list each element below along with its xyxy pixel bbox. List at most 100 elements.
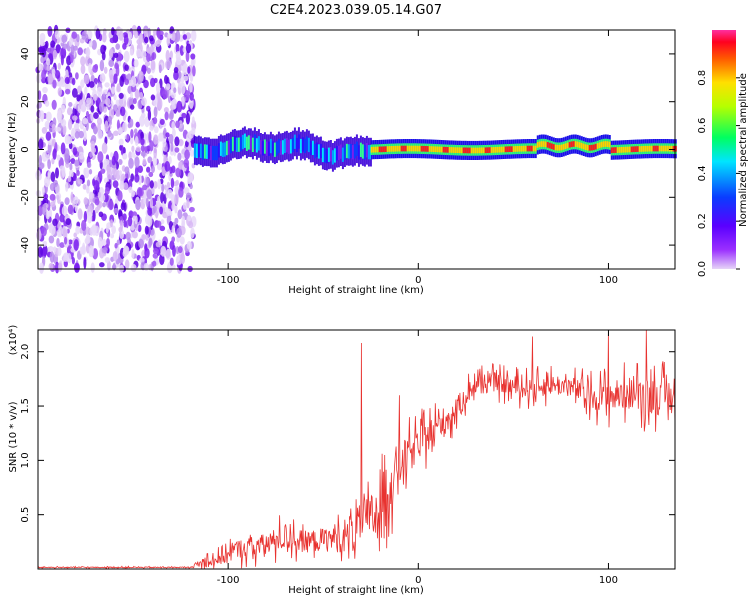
heatmap-noise-cell xyxy=(90,109,95,122)
heatmap-noise-cell xyxy=(49,127,53,133)
heatmap-noise-cell xyxy=(136,48,142,58)
heatmap-band-cell xyxy=(382,146,385,153)
heatmap-noise-cell xyxy=(78,151,84,160)
heatmap-y-axis-label: Frequency (Hz) xyxy=(7,112,18,188)
snr-x-tick-label: 0 xyxy=(415,575,421,586)
heatmap-noise-cell xyxy=(189,149,195,157)
heatmap-band-cell xyxy=(496,146,499,153)
heatmap-noise-cell xyxy=(89,152,93,158)
heatmap-noise-cell xyxy=(104,186,110,195)
heatmap-noise-cell xyxy=(190,227,195,239)
heatmap-noise-cell xyxy=(41,247,47,259)
heatmap-noise-cell xyxy=(48,262,54,270)
heatmap-noise-cell xyxy=(47,25,53,38)
heatmap-band-cell xyxy=(578,142,581,148)
heatmap-noise-cell xyxy=(113,94,117,101)
heatmap-noise-cell xyxy=(38,63,42,71)
heatmap-noise-cell xyxy=(144,225,149,235)
heatmap-noise-cell xyxy=(134,136,139,146)
heatmap-noise-cell xyxy=(177,71,182,79)
heatmap-y-tick-label: 40 xyxy=(20,48,31,61)
heatmap-noise-cell xyxy=(37,205,44,217)
heatmap-band-cell xyxy=(670,145,673,152)
heatmap-band-cell xyxy=(556,144,559,151)
heatmap-band-cell xyxy=(305,136,308,151)
heatmap-band-cell xyxy=(269,138,272,154)
heatmap-noise-cell xyxy=(148,131,152,144)
heatmap-noise-cell xyxy=(41,186,45,196)
heatmap-band-cell xyxy=(335,146,338,161)
heatmap-band-cell xyxy=(570,141,573,148)
heatmap-noise-cell xyxy=(155,40,161,47)
heatmap-band-cell xyxy=(361,144,364,159)
heatmap-band-cell xyxy=(594,143,597,150)
heatmap-noise-cell xyxy=(47,159,51,170)
heatmap-noise-cell xyxy=(87,58,93,66)
heatmap-noise-cell xyxy=(84,33,89,44)
heatmap-noise-cell xyxy=(187,178,192,185)
heatmap-noise-cell xyxy=(113,167,118,179)
heatmap-noise-cell xyxy=(152,260,157,267)
heatmap-noise-cell xyxy=(63,125,67,135)
heatmap-noise-cell xyxy=(130,75,137,88)
heatmap-noise-cell xyxy=(94,225,100,237)
heatmap-noise-cell xyxy=(116,83,121,93)
heatmap-noise-cell xyxy=(39,32,46,42)
heatmap-noise-cell xyxy=(128,157,134,169)
heatmap-noise-cell xyxy=(140,131,145,140)
heatmap-noise-cell xyxy=(52,246,57,253)
heatmap-noise-cell xyxy=(41,227,47,237)
snr-x-axis-label: Height of straight line (km) xyxy=(288,585,424,596)
heatmap-noise-cell xyxy=(90,105,95,113)
heatmap-noise-cell xyxy=(45,57,51,66)
heatmap-noise-cell xyxy=(128,31,132,41)
heatmap-noise-cell xyxy=(179,236,185,245)
heatmap-band-cell xyxy=(285,138,288,153)
heatmap-noise-cell xyxy=(124,64,129,71)
heatmap-noise-cell xyxy=(175,120,180,129)
heatmap-noise-cell xyxy=(172,31,176,42)
heatmap-band-cell xyxy=(333,148,336,163)
heatmap-noise-cell xyxy=(118,92,124,100)
heatmap-band-cell xyxy=(370,146,373,153)
heatmap-noise-cell xyxy=(150,77,156,88)
heatmap-noise-cell xyxy=(70,191,74,204)
heatmap-noise-cell xyxy=(63,256,69,262)
heatmap-band-cell xyxy=(576,141,579,148)
heatmap-band-cell xyxy=(339,144,342,159)
heatmap-band-cell xyxy=(436,146,439,153)
heatmap-noise-cell xyxy=(134,173,140,183)
heatmap-noise-cell xyxy=(180,253,186,265)
heatmap-noise-cell xyxy=(78,179,83,185)
heatmap-noise-cells xyxy=(35,24,197,274)
heatmap-band-cell xyxy=(428,146,431,152)
heatmap-band-cell xyxy=(532,145,535,152)
heatmap-band-cell xyxy=(365,143,368,158)
heatmap-noise-cell xyxy=(51,140,55,147)
heatmap-noise-cell xyxy=(55,126,62,132)
heatmap-noise-cell xyxy=(118,159,123,165)
heatmap-band-cell xyxy=(566,142,569,149)
heatmap-band-cell xyxy=(331,150,334,165)
heatmap-band-cell xyxy=(548,142,551,149)
heatmap-noise-cell xyxy=(63,260,68,268)
heatmap-noise-cell xyxy=(71,115,78,121)
heatmap-band-cell xyxy=(197,142,200,157)
heatmap-noise-cell xyxy=(170,141,174,153)
heatmap-noise-cell xyxy=(101,142,108,154)
heatmap-band-cell xyxy=(311,140,314,155)
heatmap-noise-cell xyxy=(85,97,92,105)
colorbar-tick-label: 0.8 xyxy=(697,70,708,86)
heatmap-band-cell xyxy=(502,146,505,153)
heatmap-noise-cell xyxy=(183,75,189,82)
heatmap-band-cell xyxy=(432,146,435,152)
heatmap-band-cell xyxy=(462,147,465,154)
heatmap-noise-cell xyxy=(144,61,151,67)
heatmap-noise-cell xyxy=(104,120,109,133)
heatmap-band-cell xyxy=(203,144,206,159)
heatmap-noise-cell xyxy=(57,87,62,97)
heatmap-noise-cell xyxy=(130,129,134,139)
heatmap-noise-cell xyxy=(103,158,110,166)
heatmap-noise-cell xyxy=(82,183,87,190)
